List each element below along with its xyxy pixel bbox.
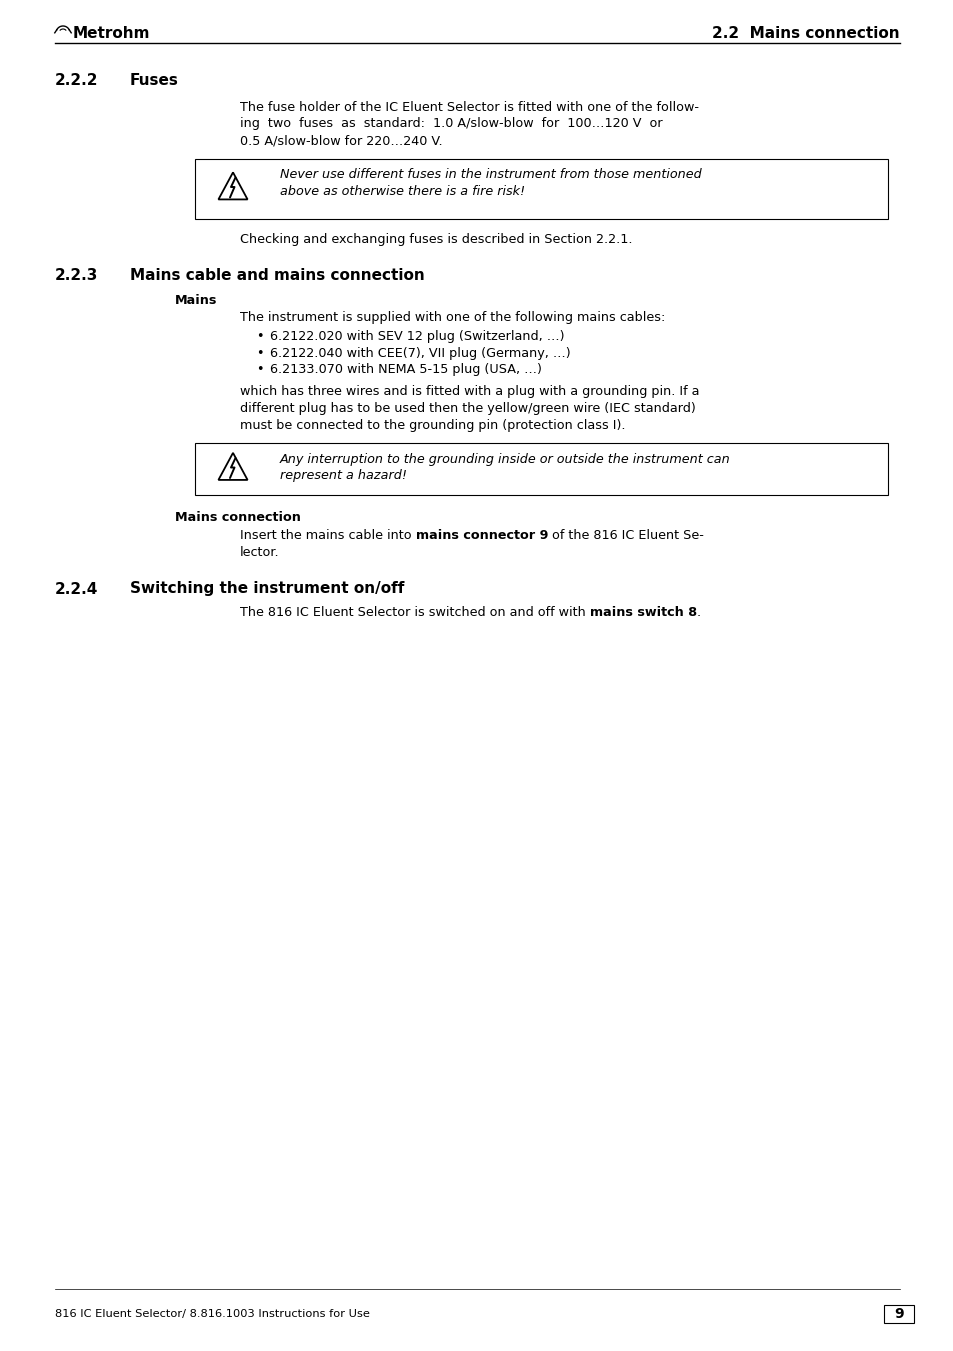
- Text: .: .: [696, 607, 700, 620]
- Text: ing  two  fuses  as  standard:  1.0 A/slow-blow  for  100…120 V  or: ing two fuses as standard: 1.0 A/slow-bl…: [240, 118, 662, 131]
- Text: mains switch 8: mains switch 8: [589, 607, 696, 620]
- Text: 9: 9: [893, 1306, 902, 1321]
- Text: •: •: [255, 363, 263, 376]
- Text: 2.2  Mains connection: 2.2 Mains connection: [712, 26, 899, 41]
- Text: •: •: [255, 346, 263, 359]
- Text: of the 816 IC Eluent Se-: of the 816 IC Eluent Se-: [548, 530, 703, 542]
- FancyBboxPatch shape: [194, 443, 887, 494]
- Text: 6.2122.020 with SEV 12 plug (Switzerland, …): 6.2122.020 with SEV 12 plug (Switzerland…: [270, 330, 564, 343]
- Text: mains connector 9: mains connector 9: [416, 530, 548, 542]
- Text: Checking and exchanging fuses is described in Section 2.2.1.: Checking and exchanging fuses is describ…: [240, 232, 632, 246]
- Text: above as otherwise there is a fire risk!: above as otherwise there is a fire risk!: [280, 185, 524, 199]
- Text: Never use different fuses in the instrument from those mentioned: Never use different fuses in the instrum…: [280, 169, 701, 181]
- Text: Mains cable and mains connection: Mains cable and mains connection: [130, 269, 424, 284]
- Text: 816 IC Eluent Selector/ 8.816.1003 Instructions for Use: 816 IC Eluent Selector/ 8.816.1003 Instr…: [55, 1309, 370, 1319]
- Text: 2.2.2: 2.2.2: [55, 73, 98, 88]
- Text: Mains: Mains: [174, 293, 217, 307]
- Text: 6.2133.070 with NEMA 5-15 plug (USA, …): 6.2133.070 with NEMA 5-15 plug (USA, …): [270, 363, 541, 376]
- Text: 2.2.4: 2.2.4: [55, 581, 98, 597]
- Text: The fuse holder of the IC Eluent Selector is fitted with one of the follow-: The fuse holder of the IC Eluent Selecto…: [240, 101, 699, 113]
- Text: Insert the mains cable into: Insert the mains cable into: [240, 530, 416, 542]
- Text: 0.5 A/slow-blow for 220…240 V.: 0.5 A/slow-blow for 220…240 V.: [240, 134, 442, 147]
- Text: The instrument is supplied with one of the following mains cables:: The instrument is supplied with one of t…: [240, 312, 664, 324]
- Text: The 816 IC Eluent Selector is switched on and off with: The 816 IC Eluent Selector is switched o…: [240, 607, 589, 620]
- Text: Fuses: Fuses: [130, 73, 178, 88]
- Text: represent a hazard!: represent a hazard!: [280, 470, 407, 482]
- Text: which has three wires and is fitted with a plug with a grounding pin. If a: which has three wires and is fitted with…: [240, 385, 699, 399]
- FancyBboxPatch shape: [883, 1305, 913, 1323]
- FancyBboxPatch shape: [194, 158, 887, 219]
- Text: Metrohm: Metrohm: [73, 26, 151, 41]
- Text: lector.: lector.: [240, 546, 279, 558]
- Text: different plug has to be used then the yellow/green wire (IEC standard): different plug has to be used then the y…: [240, 403, 695, 415]
- Text: Any interruption to the grounding inside or outside the instrument can: Any interruption to the grounding inside…: [280, 453, 730, 466]
- Text: Mains connection: Mains connection: [174, 511, 300, 524]
- Text: must be connected to the grounding pin (protection class I).: must be connected to the grounding pin (…: [240, 419, 625, 431]
- Text: 6.2122.040 with CEE(7), VII plug (Germany, …): 6.2122.040 with CEE(7), VII plug (German…: [270, 346, 570, 359]
- Text: Switching the instrument on/off: Switching the instrument on/off: [130, 581, 404, 597]
- Text: •: •: [255, 330, 263, 343]
- Text: 2.2.3: 2.2.3: [55, 269, 98, 284]
